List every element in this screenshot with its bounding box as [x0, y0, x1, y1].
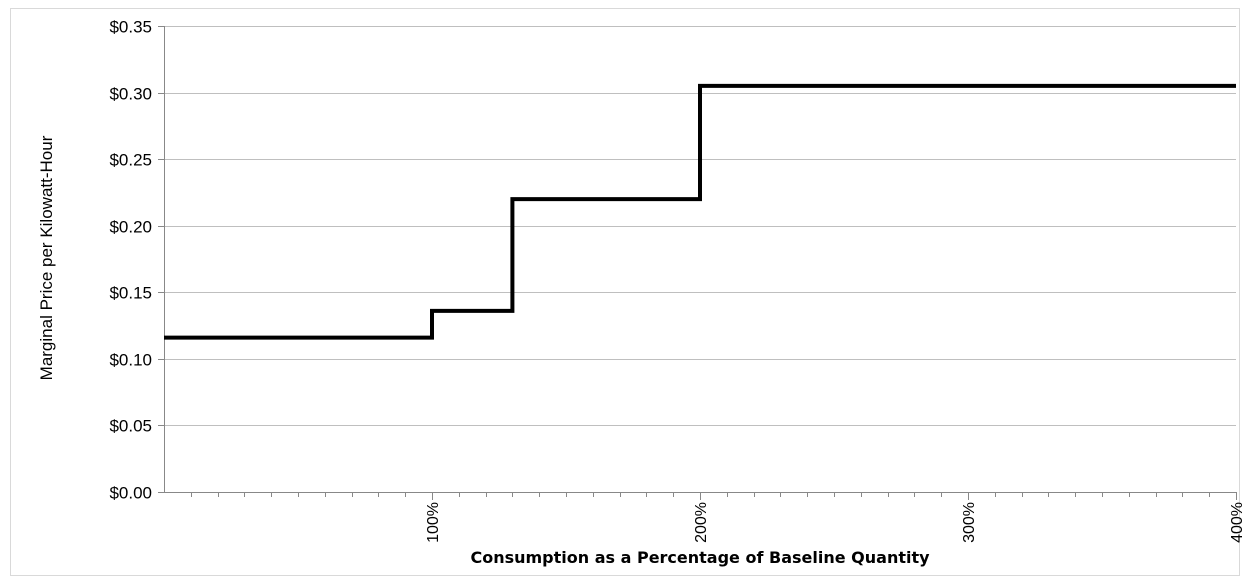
grid-lines [164, 26, 1236, 426]
x-tick-label: 100% [425, 502, 442, 543]
x-tick-label: 400% [1229, 502, 1244, 543]
y-tick-label: $0.25 [109, 151, 152, 170]
series [164, 83, 1236, 340]
y-tick-label: $0.15 [109, 284, 152, 303]
x-tick-label: 200% [693, 502, 710, 543]
x-tick-labels: 100% 200% 300% 400% [425, 502, 1244, 543]
axes [158, 26, 1237, 500]
chart-frame [10, 8, 1240, 576]
y-tick-label: $0.00 [109, 484, 152, 503]
y-tick-label: $0.10 [109, 351, 152, 370]
price-step-line [164, 83, 1236, 340]
y-tick-labels: $0.00 $0.05 $0.10 $0.15 $0.20 $0.25 $0.30 $0.35 [109, 18, 152, 503]
y-tick-label: $0.20 [109, 218, 152, 237]
x-axis-title: Consumption as a Percentage of Baseline … [470, 548, 930, 567]
y-tick-label: $0.30 [109, 85, 152, 104]
y-tick-label: $0.05 [109, 417, 152, 436]
y-tick-label: $0.35 [109, 18, 152, 37]
y-axis-title: Marginal Price per Kilowatt-Hour [37, 135, 56, 380]
x-tick-label: 300% [961, 502, 978, 543]
